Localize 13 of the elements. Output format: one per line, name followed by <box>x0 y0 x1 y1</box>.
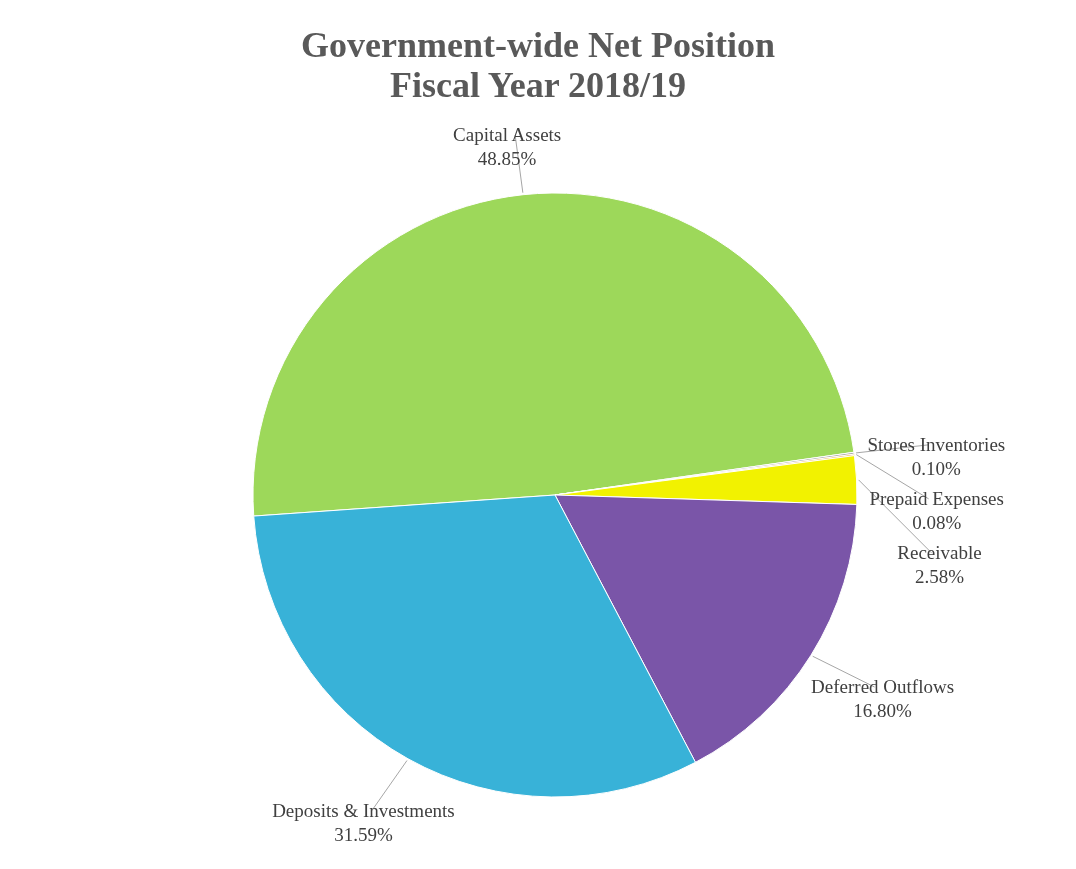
slice-label: Deferred Outflows <box>811 676 955 698</box>
chart-title: Government-wide Net Position Fiscal Year 2018/19 <box>301 25 775 105</box>
slice-label: Capital Assets <box>453 124 562 146</box>
data-label: 0.08% <box>912 511 962 533</box>
data-label: 48.85% <box>477 148 537 170</box>
data-label: 0.10% <box>911 457 962 479</box>
data-label: 31.59% <box>334 824 393 846</box>
slice-label: Stores Inventories <box>867 433 1006 455</box>
slice-label: Receivable <box>897 541 982 563</box>
slice-label: Deposits & Investments <box>272 800 455 822</box>
data-label: 16.80% <box>853 700 913 722</box>
slice-label: Prepaid Expenses <box>869 487 1004 509</box>
data-label: 2.58% <box>915 565 965 587</box>
